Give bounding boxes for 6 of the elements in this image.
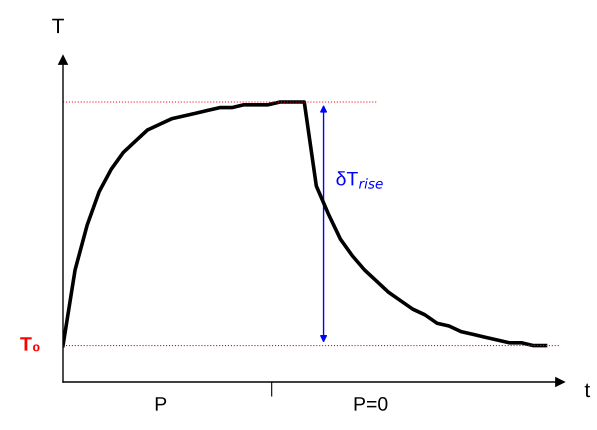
text: P=0 (354, 397, 388, 411)
ref-line-label: T₀ (20, 337, 40, 352)
x-axis-title: t (584, 384, 590, 398)
y-axis-title: T (52, 18, 64, 34)
annotation: δT$_{rise}$ (336, 171, 383, 189)
text: P (156, 397, 166, 411)
